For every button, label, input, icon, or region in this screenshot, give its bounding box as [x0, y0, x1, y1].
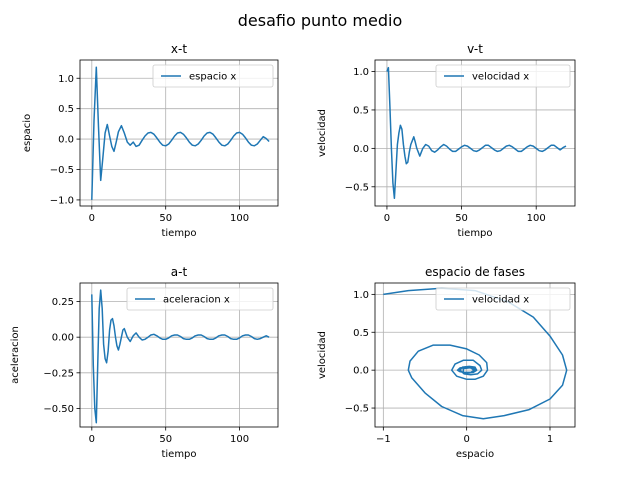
vt-xtick-label-1: 50 [455, 213, 468, 224]
vt-xtick-label-0: 0 [384, 213, 390, 224]
phase-axes-frame [374, 282, 576, 428]
vt-legend-box [435, 64, 571, 88]
vt-ytick-label-0: −0.5 [345, 182, 369, 193]
vt-legend: velocidad x [435, 64, 571, 88]
vt-ylabel: velocidad [317, 109, 328, 157]
vt-ytick-label-3: 1.0 [353, 67, 369, 78]
phase-ytick-label-1: 0.0 [353, 366, 369, 377]
phase-title: espacio de fases [425, 265, 525, 279]
vt-title: v-t [467, 42, 483, 56]
figure-suptitle: desafio punto medio [238, 11, 403, 30]
at-xtick-label-2: 100 [230, 434, 249, 445]
xt-ytick-label-0: −1.0 [50, 195, 74, 206]
at-series-line-0 [91, 289, 270, 424]
vt-xtick-label-2: 100 [527, 213, 546, 224]
xt-ytick-label-3: 0.5 [58, 104, 74, 115]
phase-ytick-label-2: 0.5 [353, 328, 369, 339]
at-ylabel: aceleracion [10, 326, 21, 384]
phase-ytick-label-3: 1.0 [353, 290, 369, 301]
xt-xtick-label-2: 100 [230, 213, 249, 224]
phase-xtick-label-0: −1 [376, 434, 391, 445]
phase-series-line-0 [383, 287, 568, 420]
phase-subplot: −1 0 1 −0.5 0.0 0.5 1.0 espacio de fases espacio… [317, 265, 576, 460]
xt-ytick-label-4: 1.0 [58, 74, 74, 85]
xt-axes-frame [79, 59, 279, 207]
vt-axes-frame [374, 59, 576, 207]
at-legend-label: aceleracion x [163, 295, 230, 306]
xt-legend-label: espacio x [189, 72, 236, 83]
xt-xtick-label-0: 0 [89, 213, 95, 224]
phase-legend: velocidad x [435, 287, 571, 311]
vt-series-line-0 [386, 66, 567, 200]
xt-ytick-label-2: 0.0 [58, 135, 74, 146]
at-legend-box [126, 287, 274, 311]
at-ytick-label-2: 0.00 [52, 333, 74, 344]
at-subplot: 0 50 100 −0.50 −0.25 0.00 0.25 a-t tiempo acelera… [10, 265, 279, 460]
xt-ytick-label-1: −0.5 [50, 165, 74, 176]
vt-legend-label: velocidad x [472, 72, 529, 83]
vt-xlabel: tiempo [457, 228, 492, 239]
phase-ylabel: velocidad [317, 331, 328, 379]
at-xtick-label-1: 50 [159, 434, 172, 445]
phase-ytick-label-0: −0.5 [345, 404, 369, 415]
phase-xtick-label-1: 0 [463, 434, 469, 445]
at-legend: aceleracion x [126, 287, 274, 311]
xt-xtick-label-1: 50 [159, 213, 172, 224]
xt-ylabel: espacio [22, 114, 33, 152]
xt-subplot: 0 50 100 −1.0 −0.5 0.0 0.5 1.0 x-t tiempo espacio e… [22, 42, 279, 239]
vt-ytick-label-1: 0.0 [353, 144, 369, 155]
xt-title: x-t [171, 42, 187, 56]
at-xtick-label-0: 0 [89, 434, 95, 445]
phase-xtick-label-2: 1 [547, 434, 553, 445]
xt-xlabel: tiempo [161, 228, 196, 239]
at-title: a-t [171, 265, 188, 279]
vt-subplot: 0 50 100 −0.5 0.0 0.5 1.0 v-t tiempo velocidad vel… [317, 42, 576, 239]
phase-xlabel: espacio [456, 449, 494, 460]
xt-legend: espacio x [152, 64, 274, 88]
phase-legend-label: velocidad x [472, 295, 529, 306]
at-xlabel: tiempo [161, 449, 196, 460]
at-ytick-label-0: −0.50 [43, 404, 74, 415]
at-axes-frame [79, 282, 279, 428]
at-ytick-label-3: 0.25 [52, 297, 74, 308]
vt-ytick-label-2: 0.5 [353, 105, 369, 116]
phase-legend-box [435, 287, 571, 311]
xt-legend-box [152, 64, 274, 88]
xt-series-line-0 [91, 66, 270, 200]
at-ytick-label-1: −0.25 [43, 368, 74, 379]
